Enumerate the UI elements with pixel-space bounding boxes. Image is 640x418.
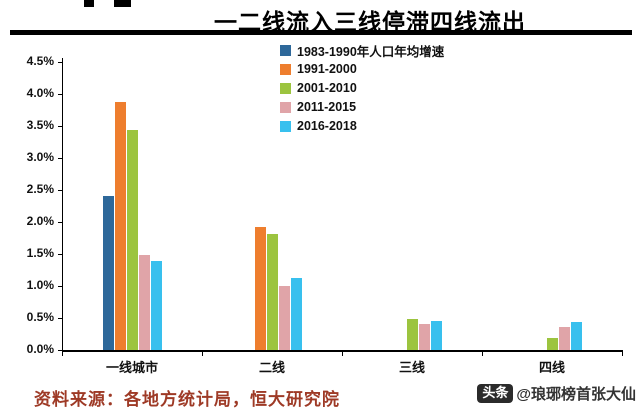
x-axis-category-label: 一线城市 [105,360,158,375]
y-axis-tick [58,254,62,255]
x-axis-line [62,350,623,352]
legend-label: 1983-1990年人口年均增速 [297,44,445,59]
x-axis-category-label: 四线 [538,360,565,375]
watermark-handle: @琅琊榜首张大仙 [516,386,636,403]
y-axis-tick-label: 1.0% [26,278,54,292]
source-note: 资料来源：各地方统计局，恒大研究院 [34,390,340,409]
bar-四线-2011-2015 [558,326,570,350]
y-axis-tick [58,318,62,319]
legend-label: 2011-2015 [297,100,357,114]
legend-item: 2001-2010 [280,80,444,96]
cropped-text-fragment [114,0,131,7]
legend-swatch [280,101,291,113]
watermark: 头条 @琅琊榜首张大仙 [477,383,636,404]
bar-二线-2011-2015 [278,286,290,350]
bar-一线城市-2001-2010 [126,130,138,350]
title-divider [10,30,632,35]
y-axis-tick-label: 0.0% [26,342,54,356]
y-axis-tick [58,350,62,351]
x-axis-tick [342,352,343,356]
bar-二线-1991-2000 [254,227,266,350]
y-axis-tick-label: 4.0% [26,86,54,100]
bar-一线城市-1983-1990年人口年均增速 [102,196,114,350]
x-axis-tick [482,352,483,356]
legend-swatch [280,44,291,56]
y-axis-tick-label: 2.0% [26,214,54,228]
y-axis-tick [58,190,62,191]
y-axis-tick-label: 3.0% [26,150,54,164]
bar-二线-2016-2018 [290,278,302,350]
x-axis-tick [62,352,63,356]
y-axis-tick [58,286,62,287]
legend-label: 2016-2018 [297,119,357,133]
y-axis-tick-label: 0.5% [26,310,54,324]
legend-item: 1991-2000 [280,61,444,77]
y-axis-tick [58,222,62,223]
x-axis-tick [202,352,203,356]
y-axis-tick-label: 3.5% [26,118,54,132]
cropped-text-fragment [84,0,94,7]
bar-三线-2001-2010 [406,319,418,350]
y-axis-tick-label: 4.5% [26,54,54,68]
x-axis-category-label: 三线 [398,360,425,375]
legend-swatch [280,63,291,75]
legend: 1983-1990年人口年均增速 1991-2000 2001-2010 2011-2… [280,42,444,134]
y-axis-tick [58,62,62,63]
y-axis-tick-label: 1.5% [26,246,54,260]
bar-四线-2001-2010 [546,338,558,350]
legend-label: 1991-2000 [297,62,357,76]
x-axis-category-label: 二线 [258,360,285,375]
legend-swatch [280,120,291,132]
legend-swatch [280,82,291,94]
watermark-logo: 头条 [477,384,514,403]
x-axis-tick [622,352,623,356]
legend-item: 2011-2015 [280,99,444,115]
bar-四线-2016-2018 [570,322,582,350]
y-axis-tick [58,94,62,95]
bar-三线-2011-2015 [418,324,430,350]
legend-label: 2001-2010 [297,81,357,95]
bar-一线城市-1991-2000 [114,102,126,350]
y-axis-line [62,58,63,351]
y-axis-tick [58,126,62,127]
legend-item: 2016-2018 [280,118,444,134]
bar-二线-2001-2010 [266,234,278,350]
bar-一线城市-2016-2018 [150,261,162,350]
y-axis-tick-label: 2.5% [26,182,54,196]
legend-item: 1983-1990年人口年均增速 [280,42,445,59]
bar-三线-2016-2018 [430,321,442,350]
bar-一线城市-2011-2015 [138,255,150,350]
y-axis-tick [58,158,62,159]
